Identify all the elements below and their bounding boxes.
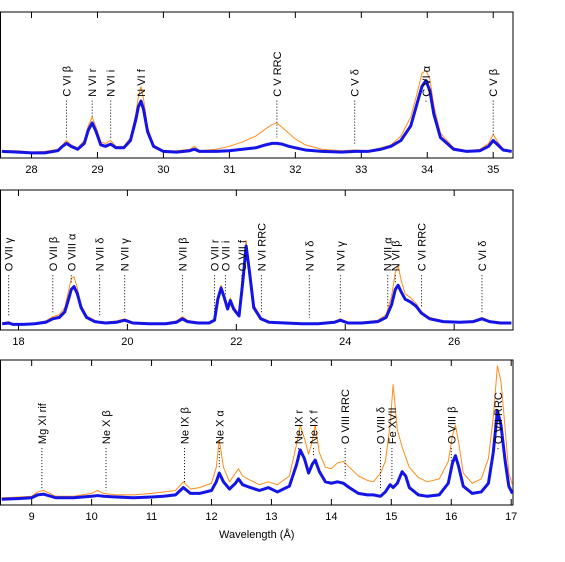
annotation-label: N VI r — [87, 68, 99, 96]
data-line — [1, 365, 513, 499]
x-tick-label: 11 — [146, 511, 157, 523]
x-tick-label: 16 — [445, 511, 457, 523]
x-tick-label: 30 — [157, 164, 169, 176]
annotation-label: N VI δ — [304, 241, 316, 272]
x-tick-label: 31 — [223, 164, 235, 176]
annotation-label: Ne IX f — [308, 410, 320, 445]
annotation-label: C V RRC — [272, 51, 284, 96]
annotation-label: N VI i — [106, 70, 118, 97]
annotation-label: N VI RRC — [256, 223, 268, 271]
annotation-label: O VII r — [210, 239, 222, 271]
x-tick-label: 15 — [385, 511, 397, 523]
annotation-label: N VI β — [390, 240, 402, 271]
x-tick-label: 13 — [265, 511, 277, 523]
x-tick-label: 34 — [421, 164, 433, 176]
x-tick-label: 22 — [230, 336, 242, 348]
x-tick-label: 18 — [12, 336, 24, 348]
annotation-label: Ne X α — [214, 410, 226, 445]
x-tick-label: 33 — [355, 164, 367, 176]
annotation-label: Ne IX β — [180, 407, 192, 444]
annotation-label: O VIII β — [446, 407, 458, 445]
x-tick-label: 29 — [91, 164, 103, 176]
annotation-label: Ne IX r — [293, 410, 305, 445]
annotation-label: O VII i — [220, 241, 232, 272]
annotation-label: C VI β — [61, 66, 73, 97]
x-tick-label: 12 — [205, 511, 217, 523]
x-tick-label: 32 — [289, 164, 301, 176]
model-line — [1, 79, 512, 155]
x-axis-label: Wavelength (Å) — [219, 528, 294, 541]
x-tick-label: 9 — [29, 511, 35, 523]
annotation-label: O VII f — [237, 239, 249, 271]
x-tick-label: 35 — [487, 164, 499, 176]
x-tick-label: 10 — [85, 511, 97, 523]
annotation-label: O VII RRC — [493, 392, 505, 444]
annotation-label: N VII γ — [120, 238, 132, 272]
panel-frame — [0, 359, 514, 506]
x-tick-label: 24 — [339, 336, 351, 348]
x-tick-label: 14 — [325, 511, 337, 523]
annotation-label: Ne X β — [101, 410, 113, 444]
annotation-label: N VII β — [177, 237, 189, 271]
panel-frame — [0, 11, 514, 159]
annotation-label: O VIII δ — [376, 407, 388, 444]
annotation-label: C VI α — [421, 65, 433, 96]
x-tick-label: 28 — [25, 164, 37, 176]
annotation-label: N VII α — [383, 237, 395, 272]
annotation-label: C VI RRC — [417, 223, 429, 271]
panel-frame — [0, 189, 514, 331]
annotation-label: Fe XVII — [387, 407, 399, 444]
data-line — [1, 69, 512, 153]
annotation-label: O VIII RRC — [340, 389, 352, 444]
x-tick-label: 20 — [121, 336, 133, 348]
annotation-label: N VII δ — [95, 238, 107, 272]
x-tick-label: 26 — [448, 336, 460, 348]
model-line — [1, 409, 514, 501]
annotation-label: C V δ — [350, 69, 362, 97]
annotation-label: N VI γ — [335, 241, 347, 271]
annotation-label: O VIII α — [66, 233, 78, 271]
model-line — [1, 244, 512, 326]
annotation-label: C V β — [488, 69, 500, 97]
x-tick-label: 17 — [505, 511, 517, 523]
annotation-label: N VI f — [136, 68, 148, 96]
data-line — [2, 239, 512, 325]
annotation-label: O VII γ — [4, 237, 16, 271]
annotation-label: Mg XI rif — [37, 402, 49, 444]
annotation-label: C VI δ — [477, 241, 489, 272]
annotation-label: O VII β — [48, 237, 60, 271]
